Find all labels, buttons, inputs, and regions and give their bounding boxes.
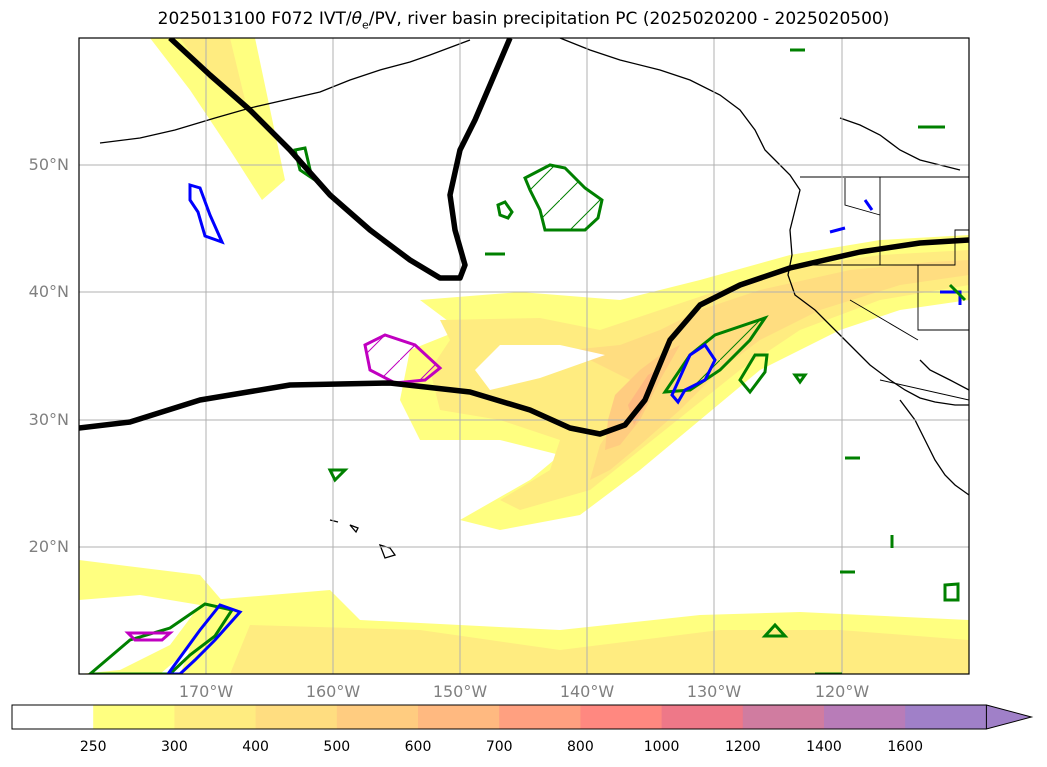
colorbar-tick-label: 700 [485,739,513,755]
precip-contours [87,48,967,674]
colorbar-swatch [580,705,663,729]
colorbar-swatch [336,705,419,729]
colorbar-swatch [499,705,581,729]
colorbar-swatch [174,705,257,729]
lon-label-150w: 150°W [432,682,488,701]
colorbar-tick-label: 1400 [806,739,842,755]
colorbar-tick-label: 600 [404,739,432,755]
lon-label-160w: 160°W [305,682,361,701]
colorbar-swatch [905,705,987,729]
colorbar-tick-label: 1600 [887,739,924,755]
map-frame [78,37,970,675]
colorbar-swatch [742,705,825,729]
lat-label-20n: 20°N [28,537,69,556]
colorbar-swatch [255,705,338,729]
colorbar [11,704,1034,730]
pv-contour [79,38,969,437]
colorbar-tick-label: 1200 [724,739,761,755]
colorbar-tick-label: 1000 [643,739,680,755]
colorbar-swatch [93,705,175,729]
map-title: 2025013100 F072 IVT/θe/PV, river basin p… [157,9,890,32]
lon-label-120w: 120°W [814,682,870,701]
colorbar-swatch [12,705,94,729]
lon-label-170w: 170°W [178,682,234,701]
colorbar-tick-label: 500 [323,739,351,755]
lon-label-140w: 140°W [559,682,615,701]
colorbar-tick-label: 250 [79,739,107,755]
lon-label-130w: 130°W [686,682,742,701]
colorbar-tick-label: 800 [567,739,594,755]
colorbar-swatch [824,705,906,729]
colorbar-tick-label: 300 [161,739,188,755]
colorbar-extend-arrow [985,704,1034,730]
colorbar-tick-label: 400 [242,739,269,755]
colorbar-swatch [661,705,744,729]
lat-label-50n: 50°N [28,155,69,174]
colorbar-border [11,704,987,730]
lat-label-30n: 30°N [28,410,69,429]
lat-label-40n: 40°N [28,282,69,301]
colorbar-swatch [418,705,500,729]
